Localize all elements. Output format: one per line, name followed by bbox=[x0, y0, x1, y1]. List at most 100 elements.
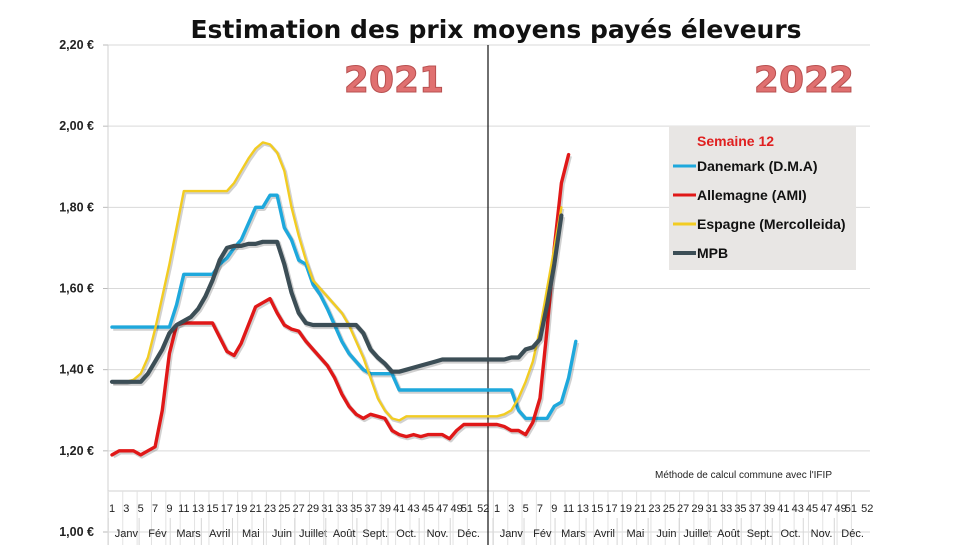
x-tick-label: 27 bbox=[677, 503, 689, 515]
x-tick-label: 33 bbox=[720, 503, 732, 515]
series-lines bbox=[109, 141, 580, 459]
series-line-mpb bbox=[109, 213, 564, 384]
x-tick-label: 45 bbox=[422, 503, 434, 515]
x-tick-label: 47 bbox=[436, 503, 448, 515]
x-month-label: Mars bbox=[176, 528, 201, 540]
x-tick-label: 15 bbox=[591, 503, 603, 515]
x-tick-label: 41 bbox=[393, 503, 405, 515]
x-month-label: Avril bbox=[594, 528, 615, 540]
x-month-label: Janv bbox=[500, 528, 524, 540]
x-tick-label: 31 bbox=[321, 503, 333, 515]
x-tick-label: 39 bbox=[763, 503, 775, 515]
x-tick-label: 25 bbox=[663, 503, 675, 515]
x-month-label: Déc. bbox=[457, 528, 480, 540]
y-tick-label: 1,20 € bbox=[59, 444, 94, 458]
legend-title: Semaine 12 bbox=[697, 133, 774, 149]
legend-label-espagne-mercolleida: Espagne (Mercolleida) bbox=[697, 216, 846, 232]
x-tick-label: 47 bbox=[820, 503, 832, 515]
x-tick-label: 17 bbox=[605, 503, 617, 515]
x-tick-label: 29 bbox=[691, 503, 703, 515]
x-axis: 1 3 5 7 9 11 13 15 17 19 21 23 25 27 29 31 33 35 37 39 41 43 4… bbox=[107, 490, 873, 545]
x-tick-label: 23 bbox=[648, 503, 660, 515]
x-tick-label: 7 bbox=[537, 503, 543, 515]
series-line-danemark-d-m-a bbox=[110, 193, 578, 421]
x-tick-label: 41 bbox=[777, 503, 789, 515]
x-tick-label: 23 bbox=[264, 503, 276, 515]
legend-label-mpb: MPB bbox=[697, 245, 728, 261]
series-line-allemagne-ami bbox=[110, 152, 571, 457]
legend: Semaine 12 Danemark (D.M.A) Allemagne (AM… bbox=[669, 126, 856, 270]
x-tick-label: 39 bbox=[379, 503, 391, 515]
y-tick-label: 1,60 € bbox=[59, 282, 94, 296]
x-month-label: Août bbox=[717, 528, 740, 540]
x-month-label: Mars bbox=[561, 528, 586, 540]
series-shadow-danemark-d-m-a bbox=[113, 194, 580, 423]
x-month-label: Août bbox=[333, 528, 356, 540]
x-tick-label: 1 bbox=[494, 503, 500, 515]
x-tick-label: 51 bbox=[461, 503, 473, 515]
legend-label-danemark-d-m-a: Danemark (D.M.A) bbox=[697, 158, 818, 174]
x-tick-label: 37 bbox=[364, 503, 376, 515]
x-tick-label: 19 bbox=[235, 503, 247, 515]
y-axis-ticks: 1,00 € 1,20 € 1,40 € 1,60 € 1,80 € 2,00 € 2,20… bbox=[59, 38, 94, 539]
x-tick-label: 9 bbox=[551, 503, 557, 515]
x-month-label: Janv bbox=[115, 528, 139, 540]
x-tick-label: 7 bbox=[152, 503, 158, 515]
x-tick-label: 37 bbox=[749, 503, 761, 515]
x-month-label: Sept. bbox=[747, 528, 773, 540]
x-tick-label: 27 bbox=[293, 503, 305, 515]
x-tick-label: 13 bbox=[577, 503, 589, 515]
x-tick-label: 13 bbox=[192, 503, 204, 515]
x-month-label: Oct. bbox=[780, 528, 800, 540]
x-tick-label: 5 bbox=[138, 503, 144, 515]
x-tick-label: 1 bbox=[109, 503, 115, 515]
x-tick-label: 43 bbox=[792, 503, 804, 515]
x-month-label: Mai bbox=[627, 528, 645, 540]
x-month-label: Mai bbox=[242, 528, 260, 540]
x-tick-label: 3 bbox=[508, 503, 514, 515]
y-tick-label: 1,00 € bbox=[59, 525, 94, 539]
x-month-label: Fév bbox=[533, 528, 552, 540]
grid-lines bbox=[103, 44, 870, 533]
x-tick-label: 45 bbox=[806, 503, 818, 515]
x-month-label: Juillet bbox=[299, 528, 327, 540]
x-tick-label: 52 bbox=[861, 503, 873, 515]
x-tick-label: 43 bbox=[407, 503, 419, 515]
year-label-2022: 2022 bbox=[754, 60, 854, 101]
x-month-label: Avril bbox=[209, 528, 230, 540]
x-month-label: Juin bbox=[272, 528, 292, 540]
method-note: Méthode de calcul commune avec l'IFIP bbox=[655, 470, 832, 481]
x-tick-label: 33 bbox=[336, 503, 348, 515]
x-tick-label: 49 bbox=[835, 503, 847, 515]
x-tick-label: 21 bbox=[634, 503, 646, 515]
x-tick-label: 9 bbox=[166, 503, 172, 515]
x-month-label: Juin bbox=[656, 528, 676, 540]
y-tick-label: 2,00 € bbox=[59, 119, 94, 133]
x-tick-label: 5 bbox=[523, 503, 529, 515]
x-tick-label: 31 bbox=[706, 503, 718, 515]
chart-title: Estimation des prix moyens payés éleveur… bbox=[190, 15, 801, 44]
x-tick-label: 19 bbox=[620, 503, 632, 515]
legend-background bbox=[669, 126, 856, 270]
x-tick-label: 15 bbox=[206, 503, 218, 515]
x-tick-label: 3 bbox=[123, 503, 129, 515]
x-tick-label: 29 bbox=[307, 503, 319, 515]
y-tick-label: 2,20 € bbox=[59, 38, 94, 52]
series-line-espagne-mercolleida bbox=[110, 141, 563, 422]
y-tick-label: 1,80 € bbox=[59, 200, 94, 214]
x-tick-label: 52 bbox=[477, 503, 489, 515]
x-tick-label: 21 bbox=[249, 503, 261, 515]
x-tick-label: 35 bbox=[734, 503, 746, 515]
x-month-label: Fév bbox=[148, 528, 167, 540]
y-tick-label: 1,40 € bbox=[59, 363, 94, 377]
x-tick-label: 17 bbox=[221, 503, 233, 515]
x-month-label: Sept. bbox=[362, 528, 388, 540]
x-month-label: Nov. bbox=[811, 528, 833, 540]
legend-label-allemagne-ami: Allemagne (AMI) bbox=[697, 187, 807, 203]
x-tick-label: 51 bbox=[845, 503, 857, 515]
x-month-label: Nov. bbox=[427, 528, 449, 540]
x-month-label: Juillet bbox=[683, 528, 711, 540]
x-tick-label: 35 bbox=[350, 503, 362, 515]
x-month-label: Déc. bbox=[841, 528, 864, 540]
